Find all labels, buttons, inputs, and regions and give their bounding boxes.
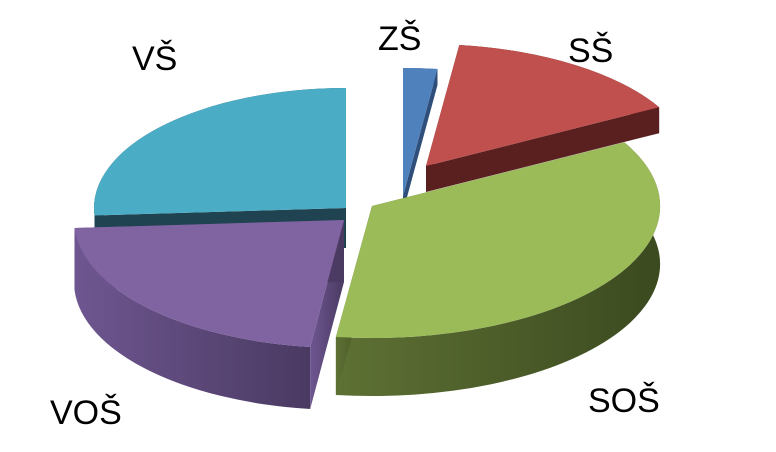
slice-cut-zs-1: [403, 69, 438, 212]
slice-vs: [94, 88, 346, 216]
slice-label-vos: VOŠ: [50, 394, 122, 432]
slice-label-sos: SOŠ: [588, 382, 660, 420]
slice-side-sos: [335, 142, 661, 397]
slice-ss: [426, 45, 660, 166]
slice-cut-ss-1: [426, 107, 660, 192]
slice-label-ss: SŠ: [568, 32, 613, 70]
slice-zs: [403, 67, 438, 196]
slice-label-zs: ZŠ: [378, 20, 421, 58]
slice-side-vos: [74, 228, 311, 409]
slice-label-vs: VŠ: [132, 40, 177, 78]
slice-sos: [335, 142, 661, 339]
slice-vos: [74, 220, 344, 347]
pie-slices: [74, 45, 661, 409]
